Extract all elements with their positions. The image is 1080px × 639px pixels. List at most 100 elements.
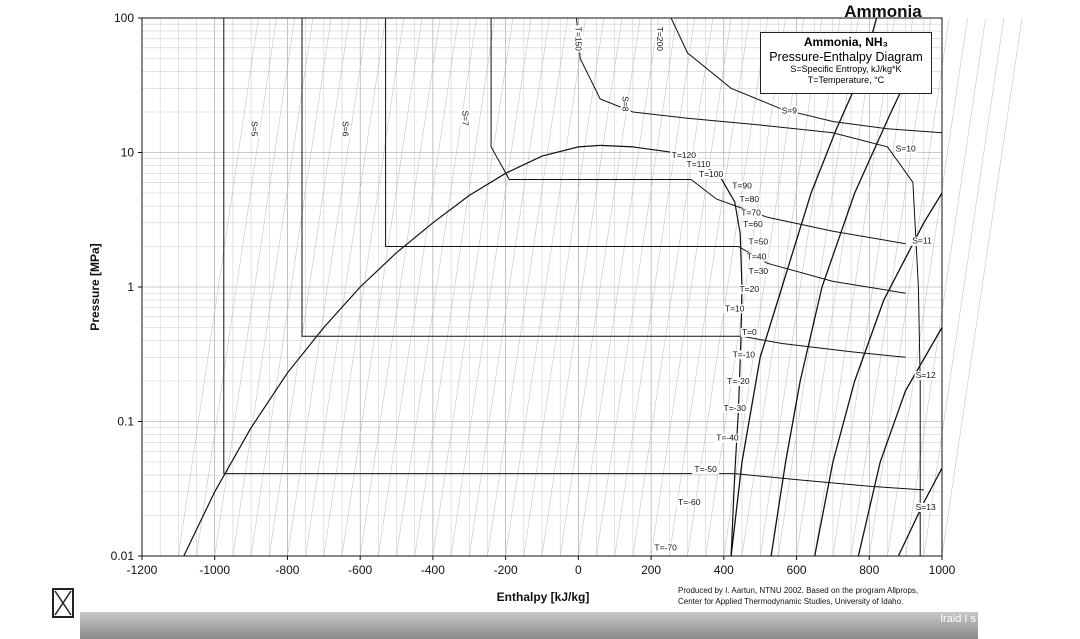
background-isoline <box>541 17 623 557</box>
y-tick-label: 0.1 <box>117 415 134 429</box>
curve-label: S=9 <box>782 105 798 115</box>
isentrope-line <box>897 467 943 557</box>
legend-substance: Ammonia, NH₃ <box>803 35 889 49</box>
curve-label: T=-50 <box>694 464 717 474</box>
curve-label: T=-70 <box>654 542 677 552</box>
curve-label-bg <box>740 327 758 337</box>
curve-label: T=120 <box>672 150 697 160</box>
curve-label: T=60 <box>743 219 763 229</box>
background-isoline <box>796 17 877 557</box>
isotherm-line <box>576 17 921 556</box>
curve-label: T=-30 <box>724 403 747 413</box>
curve-label-bg <box>684 160 712 170</box>
chart-title: Ammonia <box>844 2 922 21</box>
curve-label-bg <box>692 465 720 475</box>
background-isoline <box>269 17 350 557</box>
background-isoline <box>469 17 550 557</box>
curve-label-bg <box>721 403 749 413</box>
x-tick-label: 200 <box>641 563 661 577</box>
curve-label: T=10 <box>725 303 745 313</box>
curve-label: T=20 <box>739 284 759 294</box>
dock-label: lraid I s <box>940 613 976 625</box>
curve-label: T=-40 <box>716 433 739 443</box>
y-tick-label: 1 <box>127 280 134 294</box>
curve-label: S=13 <box>916 502 936 512</box>
background-isoline <box>287 17 368 557</box>
background-isoline <box>596 17 677 557</box>
curve-label-bg <box>573 25 584 53</box>
isotherm-line <box>223 18 924 491</box>
curve-label-bg <box>730 350 758 360</box>
background-isoline <box>323 17 405 557</box>
curve-label-bg <box>249 120 260 138</box>
y-tick-label: 100 <box>114 11 134 25</box>
background-isoline <box>487 17 568 557</box>
curve-label: S=7 <box>461 110 471 126</box>
x-tick-label: -1000 <box>199 563 230 577</box>
curve-label-bg <box>731 181 753 191</box>
curve-label-bg <box>460 109 471 127</box>
background-isoline <box>414 17 495 557</box>
isotherm-line <box>385 18 906 294</box>
background-isoline <box>505 17 586 557</box>
curve-label: T=0 <box>742 327 757 337</box>
x-tick-label: 800 <box>859 563 879 577</box>
isotherm-line <box>490 18 906 245</box>
curve-label: T=-60 <box>678 497 701 507</box>
credit-line-2: Center for Applied Thermodynamic Studies… <box>678 597 903 606</box>
curve-label: T=-10 <box>733 349 756 359</box>
curve-label: T=90 <box>732 180 752 190</box>
broken-image-icon[interactable] <box>52 588 74 618</box>
curve-label-bg <box>740 208 763 218</box>
isentrope-line <box>857 327 943 557</box>
curve-label-bg <box>723 304 746 314</box>
background-isoline <box>378 17 459 557</box>
curve-label-bg <box>780 106 798 116</box>
curve-label-bg <box>340 120 351 138</box>
curve-label-bg <box>620 95 631 113</box>
isentrope-line <box>770 58 918 557</box>
credit-line-1: Produced by I. Aartun, NTNU 2002. Based … <box>678 586 918 595</box>
y-axis-title: Pressure [MPa] <box>88 243 102 330</box>
curve-label-bg <box>652 543 680 553</box>
curve-label: S=8 <box>621 96 631 112</box>
curve-label-bg <box>670 151 698 161</box>
chart-curve-labels: S=5 S=6 S=7 S=8 T=150 T=200 S=9 S=10 S=11 S=12 S=1… <box>249 25 937 553</box>
curve-label: T=50 <box>749 237 769 247</box>
background-isoline <box>923 17 1005 557</box>
curve-label: T=-20 <box>727 376 750 386</box>
curve-label: S=6 <box>341 121 351 137</box>
background-isoline <box>650 17 732 557</box>
legend-temperature-note: T=Temperature, °C <box>807 74 885 85</box>
curve-label-bg <box>747 237 770 247</box>
x-tick-label: -400 <box>421 563 445 577</box>
background-isoline <box>887 17 968 557</box>
background-isoline <box>341 17 423 557</box>
taskbar-dock[interactable]: lraid I s <box>80 612 978 639</box>
x-tick-label: -1200 <box>127 563 158 577</box>
curve-label-bg <box>724 377 752 387</box>
legend-diagram-name: Pressure-Enthalpy Diagram <box>769 49 923 64</box>
legend-box: Ammonia, NH₃ Pressure-Enthalpy Diagram S… <box>760 32 932 94</box>
curve-label-bg <box>911 236 933 246</box>
curve-label: S=12 <box>916 370 936 380</box>
x-tick-label: 0 <box>575 563 582 577</box>
background-isoline <box>523 17 605 557</box>
curve-label: T=110 <box>687 159 711 169</box>
chart-curves <box>178 17 1023 557</box>
curve-label-bg <box>713 433 741 443</box>
background-isoline <box>778 17 859 557</box>
isentrope-line <box>814 192 943 557</box>
legend-entropy-note: S=Specific Entropy, kJ/kg*K <box>790 64 902 75</box>
curve-label-bg <box>747 266 770 276</box>
background-isoline <box>614 17 695 557</box>
curve-label-bg <box>738 284 761 294</box>
background-isoline <box>669 17 750 557</box>
curve-label-bg <box>745 252 768 262</box>
x-tick-label: -600 <box>348 563 372 577</box>
background-isoline <box>214 17 295 557</box>
background-isoline <box>432 17 514 557</box>
curve-label: T=100 <box>699 169 724 179</box>
background-isoline <box>941 17 1023 557</box>
